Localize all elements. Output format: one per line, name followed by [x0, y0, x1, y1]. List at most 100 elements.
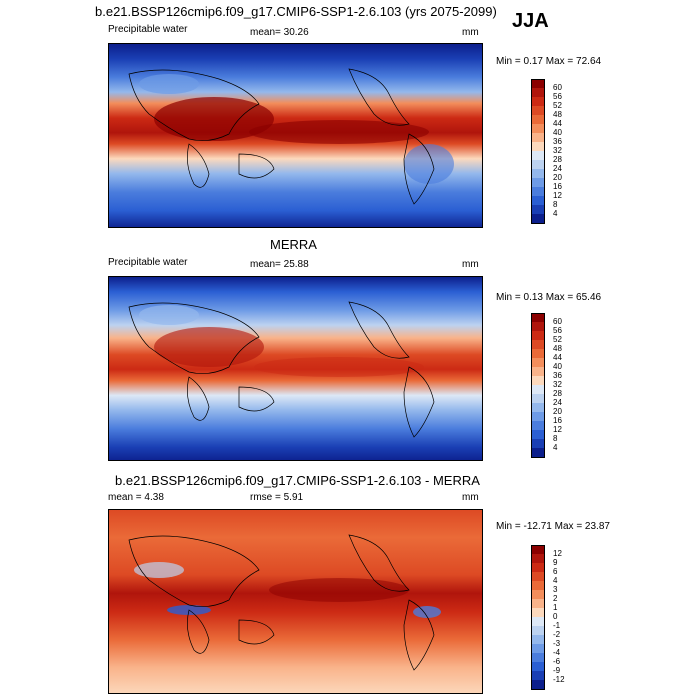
colorbar-tick-label: 6	[553, 567, 558, 576]
colorbar-tick-label: 36	[553, 371, 562, 380]
colorbar-segment	[531, 187, 545, 197]
colorbar-tick-label: 8	[553, 434, 558, 443]
panel1-map	[108, 43, 483, 228]
colorbar-tick-label: -2	[553, 630, 561, 639]
panel1-title: b.e21.BSSP126cmip6.f09_g17.CMIP6-SSP1-2.…	[95, 4, 497, 19]
panel2-map	[108, 276, 483, 461]
colorbar-tick-label: 36	[553, 137, 562, 146]
colorbar-tick-label: 3	[553, 585, 558, 594]
colorbar-segment	[531, 554, 545, 564]
panel2-variable-label: Precipitable water	[108, 257, 188, 268]
panel2-units: mm	[462, 259, 479, 270]
colorbar-tick-label: 16	[553, 416, 562, 425]
colorbar-segment	[531, 376, 545, 386]
colorbar-segment	[531, 151, 545, 161]
colorbar-tick-label: 40	[553, 362, 562, 371]
panel3-map-svg	[109, 510, 482, 693]
colorbar-tick-label: 48	[553, 110, 562, 119]
colorbar-tick-label: 20	[553, 173, 562, 182]
colorbar-segment	[531, 196, 545, 206]
colorbar-tick-label: 60	[553, 83, 562, 92]
colorbar-segment	[531, 88, 545, 98]
colorbar-segment	[531, 142, 545, 152]
colorbar-segment	[531, 590, 545, 600]
colorbar-segment	[531, 169, 545, 179]
colorbar-segment	[531, 581, 545, 591]
colorbar-tick-label: 24	[553, 398, 562, 407]
colorbar-segment	[531, 106, 545, 116]
colorbar-segment	[531, 671, 545, 681]
colorbar-segment	[531, 680, 545, 690]
colorbar-tick-label: 16	[553, 182, 562, 191]
colorbar-tick-label: 2	[553, 594, 558, 603]
colorbar-segment	[531, 608, 545, 618]
colorbar-segment	[531, 358, 545, 368]
colorbar-tick-label: 9	[553, 558, 558, 567]
panel1-mean-label: mean= 30.26	[250, 27, 309, 38]
colorbar-segment	[531, 644, 545, 654]
colorbar-segment	[531, 430, 545, 440]
colorbar-tick-label: 12	[553, 549, 562, 558]
colorbar-tick-label: 12	[553, 425, 562, 434]
colorbar-tick-label: 8	[553, 200, 558, 209]
colorbar-tick-label: 28	[553, 155, 562, 164]
colorbar-segment	[531, 331, 545, 341]
colorbar-tick-label: -12	[553, 675, 565, 684]
panel1-map-svg	[109, 44, 482, 227]
colorbar-segment	[531, 313, 545, 323]
colorbar-segment	[531, 124, 545, 134]
colorbar-tick-label: -4	[553, 648, 561, 657]
colorbar-segment	[531, 115, 545, 125]
panel3-title: b.e21.BSSP126cmip6.f09_g17.CMIP6-SSP1-2.…	[115, 473, 480, 488]
panel2-title: MERRA	[270, 237, 317, 252]
colorbar-tick-label: 24	[553, 164, 562, 173]
colorbar-tick-label: -1	[553, 621, 561, 630]
colorbar-segment	[531, 626, 545, 636]
colorbar-segment	[531, 572, 545, 582]
colorbar-tick-label: 4	[553, 209, 558, 218]
colorbar-segment	[531, 160, 545, 170]
colorbar-tick-label: 20	[553, 407, 562, 416]
panel3-rmse-label: rmse = 5.91	[250, 492, 304, 503]
colorbar-segment	[531, 385, 545, 395]
colorbar-segment	[531, 421, 545, 431]
panel3-mean-label: mean = 4.38	[108, 492, 164, 503]
colorbar-tick-label: 4	[553, 576, 558, 585]
panel1-minmax: Min = 0.17 Max = 72.64	[496, 56, 602, 67]
colorbar-tick-label: 1	[553, 603, 558, 612]
colorbar-segment	[531, 412, 545, 422]
colorbar-segment	[531, 545, 545, 555]
colorbar-tick-label: 12	[553, 191, 562, 200]
colorbar-segment	[531, 205, 545, 215]
colorbar-segment	[531, 349, 545, 359]
panel3-units: mm	[462, 492, 479, 503]
colorbar-tick-label: 60	[553, 317, 562, 326]
colorbar-tick-label: 32	[553, 380, 562, 389]
colorbar-segment	[531, 79, 545, 89]
colorbar-tick-label: 32	[553, 146, 562, 155]
colorbar-tick-label: 48	[553, 344, 562, 353]
colorbar-tick-label: 0	[553, 612, 558, 621]
colorbar-tick-label: 44	[553, 353, 562, 362]
colorbar-segment	[531, 617, 545, 627]
colorbar-tick-label: 52	[553, 101, 562, 110]
colorbar-tick-label: 4	[553, 443, 558, 452]
colorbar-segment	[531, 367, 545, 377]
colorbar-segment	[531, 563, 545, 573]
colorbar-segment	[531, 599, 545, 609]
colorbar-tick-label: 56	[553, 326, 562, 335]
panel3-minmax: Min = -12.71 Max = 23.87	[496, 521, 610, 532]
colorbar-segment	[531, 178, 545, 188]
colorbar-segment	[531, 340, 545, 350]
colorbar-segment	[531, 448, 545, 458]
season-label: JJA	[512, 10, 549, 32]
panel3-map	[108, 509, 483, 694]
colorbar-tick-label: 52	[553, 335, 562, 344]
colorbar-segment	[531, 439, 545, 449]
colorbar-segment	[531, 97, 545, 107]
colorbar-segment	[531, 394, 545, 404]
panel1-units: mm	[462, 27, 479, 38]
colorbar-segment	[531, 653, 545, 663]
colorbar-tick-label: 56	[553, 92, 562, 101]
colorbar-segment	[531, 214, 545, 224]
